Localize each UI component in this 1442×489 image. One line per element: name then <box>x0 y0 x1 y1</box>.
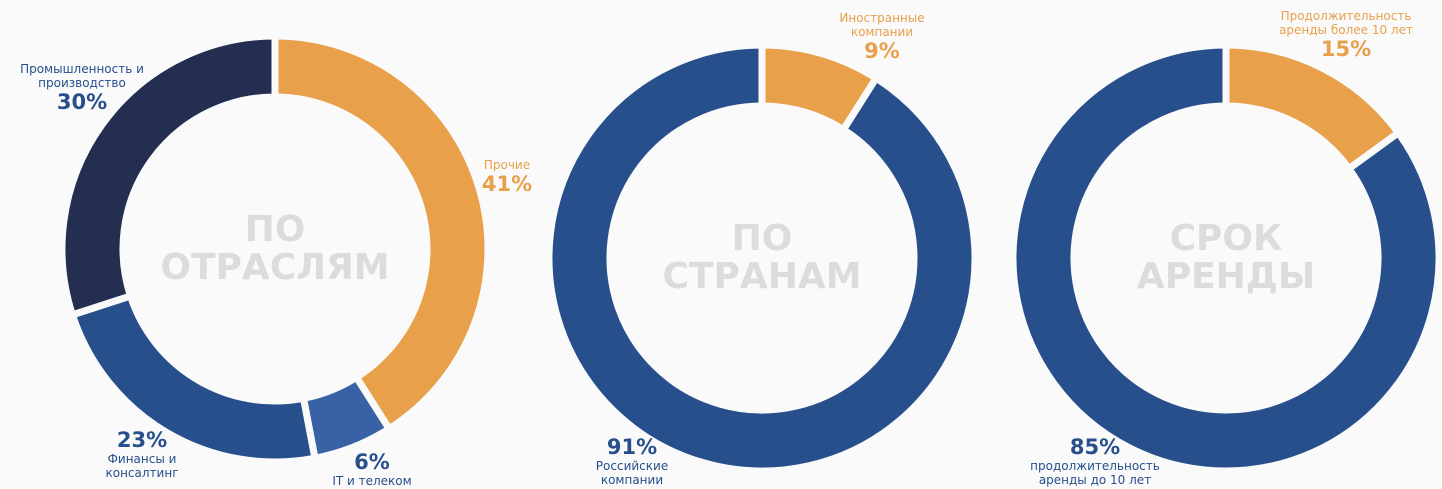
segment-label: Иностранные компании 9% <box>815 11 950 63</box>
category-name: Прочие <box>483 158 531 172</box>
segment-label: Прочие 41% <box>442 158 572 196</box>
segment-label: 23% Финансы и консалтинг <box>82 428 202 480</box>
category-name: Продолжительность аренды более 10 лет <box>1279 9 1413 37</box>
category-name: Промышленность и производство <box>20 62 144 90</box>
value-label: 41% <box>481 172 533 196</box>
center-title: ПО СТРАНАМ <box>662 218 862 297</box>
value-label: 85% <box>1069 435 1121 459</box>
category-name: Российские компании <box>595 459 669 487</box>
value-label: 23% <box>116 428 168 452</box>
category-name: Иностранные компании <box>839 11 925 39</box>
value-label: 9% <box>864 39 900 63</box>
segment-label: 91% Российские компании <box>572 435 692 487</box>
center-title: ПО ОТРАСЛЯМ <box>160 209 390 288</box>
donut-segment <box>271 32 492 434</box>
donut-segment <box>1009 41 1442 475</box>
donut-segment <box>545 41 979 475</box>
value-label: 30% <box>56 90 108 114</box>
category-name: продолжительность аренды до 10 лет <box>1030 459 1160 487</box>
donut-segment <box>58 32 279 320</box>
center-title: СРОК АРЕНДЫ <box>1136 218 1316 297</box>
value-label: 15% <box>1320 37 1372 61</box>
category-name: IT и телеком <box>332 474 412 488</box>
value-label: 91% <box>606 435 658 459</box>
segment-label: Промышленность и производство 30% <box>0 62 165 114</box>
segment-label: Продолжительность аренды более 10 лет 15% <box>1251 9 1441 61</box>
segment-label: 85% продолжительность аренды до 10 лет <box>1005 435 1185 487</box>
segment-label: 6% IT и телеком <box>302 450 442 488</box>
category-name: Финансы и консалтинг <box>105 452 179 480</box>
value-label: 6% <box>354 450 390 474</box>
